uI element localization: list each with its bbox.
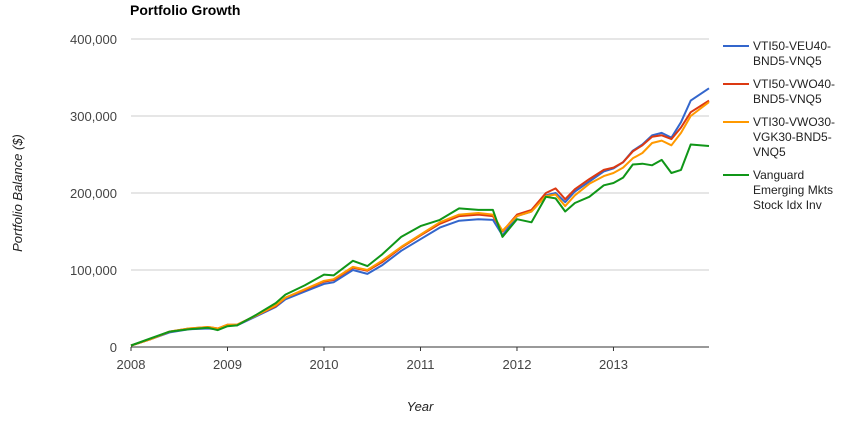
series-line-3 — [130, 101, 710, 347]
x-tick-label: 2008 — [117, 357, 146, 372]
x-tick-label: 2013 — [599, 357, 628, 372]
chart-series-lines — [130, 87, 710, 347]
series-line-4 — [130, 143, 710, 347]
legend-label: VTI50-VWO40-BND5-VNQ5 — [753, 77, 835, 106]
x-tick-label: 2012 — [503, 357, 532, 372]
legend-label: VTI50-VEU40-BND5-VNQ5 — [753, 39, 831, 68]
y-tick-label: 0 — [110, 340, 117, 355]
legend-label: VTI30-VWO30-VGK30-BND5-VNQ5 — [753, 115, 835, 159]
chart-legend: VTI50-VEU40-BND5-VNQ5 VTI50-VWO40-BND5-VN… — [723, 39, 835, 212]
chart-title: Portfolio Growth — [130, 2, 240, 18]
y-tick-label: 100,000 — [70, 263, 117, 278]
series-line-1 — [130, 87, 710, 347]
legend-label: Vanguard Emerging Mkts Stock Idx Inv — [753, 168, 833, 212]
x-tick-label: 2010 — [310, 357, 339, 372]
x-tick-label: 2009 — [213, 357, 242, 372]
chart-gridlines — [131, 38, 709, 348]
x-tick-label: 2011 — [406, 357, 434, 372]
x-axis-label: Year — [407, 399, 434, 414]
series-line-2 — [130, 99, 710, 347]
legend-item-4: Vanguard Emerging Mkts Stock Idx Inv — [723, 168, 833, 212]
y-axis-ticks: 0 100,000 200,000 300,000 400,000 — [70, 32, 117, 355]
y-axis-label: Portfolio Balance ($) — [10, 134, 25, 252]
y-tick-label: 300,000 — [70, 109, 117, 124]
legend-item-2: VTI50-VWO40-BND5-VNQ5 — [723, 77, 835, 106]
y-tick-label: 400,000 — [70, 32, 117, 47]
legend-item-3: VTI30-VWO30-VGK30-BND5-VNQ5 — [723, 115, 835, 159]
y-tick-label: 200,000 — [70, 186, 117, 201]
x-axis-ticks: 2008 2009 2010 2011 2012 2013 — [117, 347, 628, 372]
legend-item-1: VTI50-VEU40-BND5-VNQ5 — [723, 39, 831, 68]
